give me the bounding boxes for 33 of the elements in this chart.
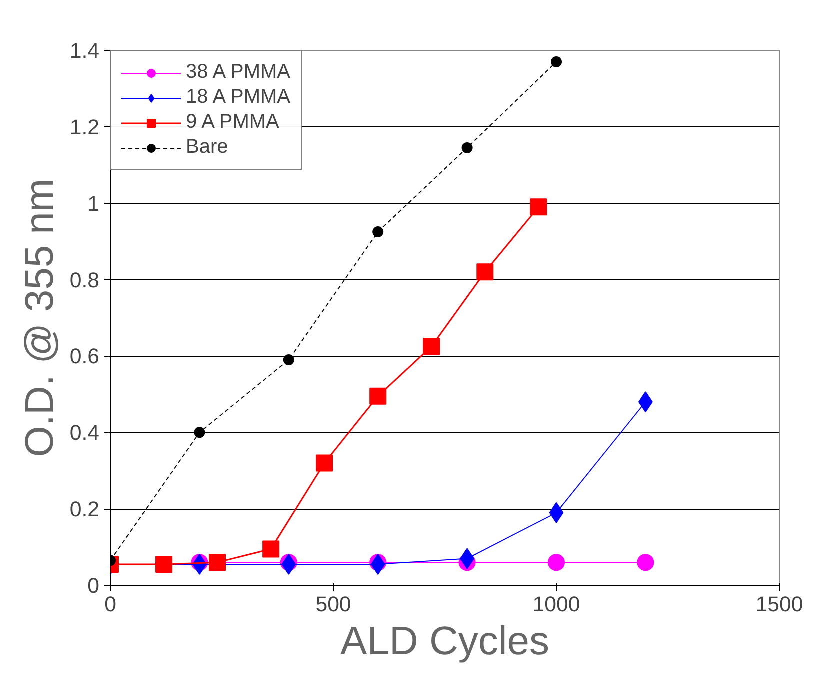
point — [462, 142, 473, 154]
point — [194, 427, 206, 438]
y-axis-title: O.D. @ 355 nm — [18, 178, 62, 458]
point — [156, 556, 173, 573]
point — [530, 198, 548, 216]
y-tick-label: 0.8 — [70, 268, 100, 292]
legend-label: Bare — [186, 136, 228, 159]
x-tick-label: 1500 — [756, 592, 804, 616]
point — [423, 338, 440, 356]
point — [476, 264, 494, 281]
x-tick-label: 500 — [316, 592, 352, 616]
y-tick-label: 0.2 — [70, 498, 100, 522]
x-axis-title: ALD Cycles — [340, 620, 550, 664]
point — [370, 388, 387, 405]
point — [372, 226, 384, 238]
y-tick-label: 0.6 — [70, 344, 100, 369]
y-tick-label: 0 — [88, 574, 100, 598]
x-tick-label: 1000 — [532, 592, 580, 616]
y-tick-label: 1.4 — [70, 39, 100, 63]
x-tick-label: 0 — [104, 592, 117, 616]
point — [316, 454, 334, 472]
point — [283, 354, 294, 366]
point — [551, 56, 562, 68]
y-tick-label: 0.4 — [70, 421, 100, 446]
legend-label: 9 A PMMA — [186, 111, 280, 134]
point — [262, 540, 280, 558]
point — [548, 554, 565, 572]
legend-label: 38 A PMMA — [186, 61, 290, 84]
y-tick-label: 1 — [88, 192, 100, 216]
y-tick-label: 1.2 — [70, 115, 100, 140]
point — [209, 554, 226, 572]
point — [637, 554, 654, 572]
legend-label: 18 A PMMA — [186, 86, 290, 109]
